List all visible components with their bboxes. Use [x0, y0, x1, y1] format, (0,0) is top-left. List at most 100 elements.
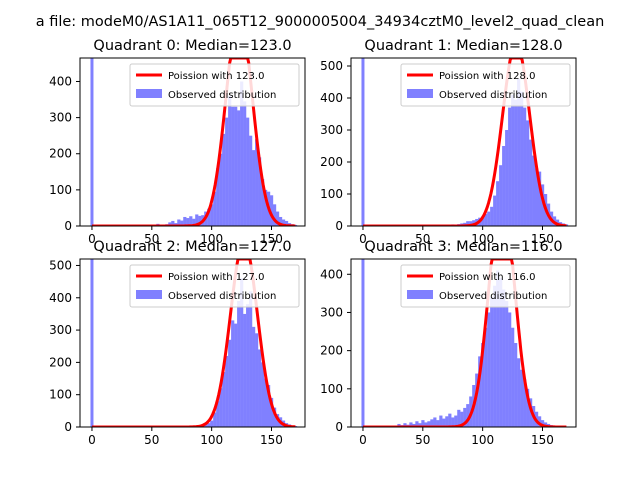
histogram-bar	[523, 107, 527, 226]
x-tick-label: 100	[200, 232, 223, 246]
panel-title: Quadrant 2: Median=127.0	[93, 239, 291, 255]
histogram-bar	[264, 378, 268, 427]
histogram-bar	[225, 355, 229, 427]
poisson-curve	[362, 259, 567, 427]
histogram-bar	[564, 224, 569, 226]
y-tick-label: 0	[335, 420, 343, 434]
histogram-bar	[520, 369, 524, 427]
histogram-bar	[526, 120, 530, 226]
histogram-bar	[511, 327, 515, 427]
histogram-bar	[261, 362, 265, 427]
histogram-bar	[219, 153, 223, 226]
quadrant-panel: Quadrant 0: Median=123.0 0 50 100 150 0 100 200…	[49, 38, 306, 246]
histogram-bar	[243, 313, 247, 427]
histogram-bar	[246, 117, 250, 226]
histogram-bar	[228, 339, 232, 427]
histogram-bar	[225, 117, 229, 226]
histogram-bar	[478, 356, 482, 427]
histogram-bar	[409, 422, 413, 427]
legend-bar-swatch	[136, 89, 162, 98]
y-tick-label: 0	[335, 219, 343, 233]
y-tick-label: 200	[49, 147, 72, 161]
y-tick-label: 0	[64, 219, 72, 233]
quadrant-panel: Quadrant 1: Median=128.0 0 50 100 150 0 100 200…	[320, 38, 577, 246]
histogram-bar	[487, 211, 491, 226]
histogram-bar	[240, 81, 244, 226]
legend: Poission with 116.0 Observed distribution	[400, 264, 571, 308]
quadrant-panel: Quadrant 2: Median=127.0 0 50 100 150 0 100 200…	[49, 239, 306, 447]
histogram-bar	[511, 94, 515, 226]
histogram-bar	[281, 219, 286, 226]
histogram-bar	[415, 421, 419, 427]
x-tick-label: 0	[359, 433, 367, 447]
histogram-bar	[484, 327, 488, 427]
histogram-bar	[231, 106, 235, 226]
legend: Poission with 127.0 Observed distribution	[129, 264, 300, 308]
legend-line-label: Poission with 127.0	[168, 272, 264, 283]
histogram-bar	[275, 211, 280, 226]
histogram-bar	[210, 204, 214, 226]
x-tick-label: 150	[531, 433, 554, 447]
histogram-bar	[237, 110, 241, 226]
histogram-bar	[210, 420, 214, 427]
histogram-bar	[520, 91, 524, 226]
histogram-bar	[496, 270, 500, 427]
legend-box	[129, 264, 300, 308]
histogram-bar	[216, 401, 220, 427]
axes-frame	[350, 57, 577, 227]
histogram-bar	[222, 133, 226, 226]
histogram-bar	[222, 372, 226, 427]
histogram-bar	[517, 78, 521, 226]
histogram-bar	[460, 411, 464, 427]
histogram-bar	[430, 419, 434, 427]
histogram-bar	[255, 139, 259, 226]
histogram-bar	[204, 424, 208, 427]
y-tick-label: 400	[320, 267, 343, 281]
legend-line-label: Poission with 116.0	[439, 272, 535, 283]
histogram-bar	[540, 420, 545, 427]
axes-frame	[79, 258, 306, 428]
x-tick-label: 50	[415, 433, 430, 447]
legend-bar-label: Observed distribution	[168, 90, 276, 101]
histogram-bar	[481, 216, 485, 226]
histogram-bar	[284, 220, 289, 226]
x-tick-label: 0	[88, 433, 96, 447]
axes-frame	[350, 258, 577, 428]
legend-box	[400, 264, 571, 308]
histogram-bar	[246, 304, 250, 427]
histogram-bar	[493, 285, 497, 427]
histogram-bar	[538, 171, 542, 226]
histogram-bar	[252, 326, 256, 427]
histogram-bar	[255, 333, 259, 427]
histogram-bar	[397, 423, 401, 427]
histogram-bar	[171, 220, 175, 226]
histogram-bar	[514, 99, 518, 226]
histogram-bar	[448, 413, 452, 427]
x-tick-label: 150	[260, 433, 283, 447]
histogram-bar	[278, 216, 283, 226]
histogram-bar	[490, 297, 494, 427]
histogram-bar	[207, 423, 211, 427]
y-tick-label: 300	[320, 305, 343, 319]
x-tick-label: 100	[200, 433, 223, 447]
y-tick-label: 200	[320, 344, 343, 358]
histogram-bar	[457, 409, 461, 427]
histogram-bar	[213, 191, 217, 226]
y-tick-label: 300	[49, 323, 72, 337]
histogram-bar	[180, 220, 184, 226]
histogram-bar	[293, 224, 298, 226]
poisson-curve	[91, 58, 296, 226]
histogram-bar	[436, 420, 440, 427]
histogram-bar	[237, 301, 241, 427]
figure-suptitle: a file: modeM0/AS1A11_065T12_9000005004_…	[36, 14, 605, 30]
axes-frame	[79, 57, 306, 227]
histogram-bar-zero	[90, 58, 94, 226]
histogram-bar	[252, 150, 256, 226]
y-tick-label: 100	[49, 183, 72, 197]
histogram-bar	[529, 139, 533, 226]
histogram-bar	[484, 213, 488, 226]
histogram-bar	[189, 216, 193, 226]
histogram-bar	[499, 165, 503, 226]
legend-bar-swatch	[136, 290, 162, 299]
histogram-bar	[442, 418, 446, 427]
